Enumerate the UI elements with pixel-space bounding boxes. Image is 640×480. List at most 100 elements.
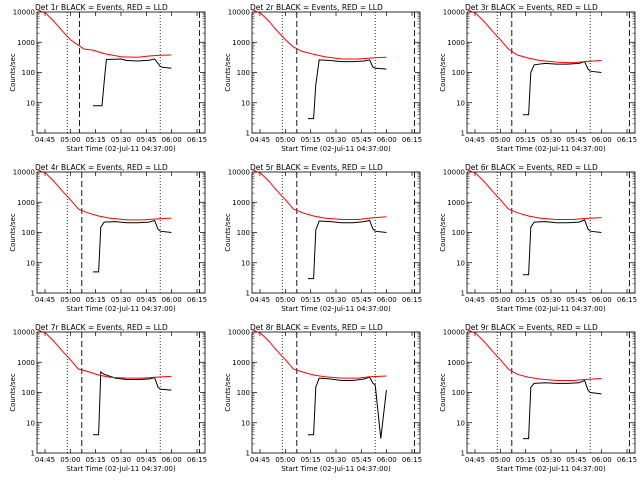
panel-8: Det 8r BLACK = Events, RED = LLD 1 10 100 10… — [224, 323, 422, 473]
x-axis-label: Start Time (02-Jul-11 04:37:00) — [496, 465, 606, 473]
y-tick-label: 100 — [237, 389, 250, 397]
y-axis-label: Counts/sec — [224, 53, 232, 92]
panel-title: Det 9r BLACK = Events, RED = LLD — [465, 323, 598, 332]
y-tick-label: 1 — [461, 290, 465, 298]
y-tick-label: 1 — [31, 130, 35, 138]
x-tick-label: 05:30 — [541, 136, 561, 144]
y-axis-label: Counts/sec — [439, 373, 447, 412]
x-tick-label: 05:00 — [490, 136, 510, 144]
x-tick-label: 05:45 — [136, 296, 156, 304]
y-tick-label: 10 — [241, 419, 250, 427]
y-axis-label: Counts/sec — [9, 213, 17, 252]
y-tick-label: 1 — [246, 130, 250, 138]
x-tick-label: 05:30 — [326, 456, 346, 464]
x-axis-label: Start Time (02-Jul-11 04:37:00) — [496, 145, 606, 153]
y-tick-label: 100 — [452, 69, 465, 77]
x-tick-label: 05:00 — [275, 136, 295, 144]
panel-6: Det 6r BLACK = Events, RED = LLD 1 10 100 10… — [439, 163, 637, 313]
panel-5: Det 5r BLACK = Events, RED = LLD 1 10 100 10… — [224, 163, 422, 313]
y-axis-label: Counts/sec — [439, 213, 447, 252]
x-axis-label: Start Time (02-Jul-11 04:37:00) — [66, 145, 176, 153]
y-tick-label: 10 — [241, 99, 250, 107]
x-axis-label: Start Time (02-Jul-11 04:37:00) — [281, 145, 391, 153]
x-tick-label: 04:45 — [35, 136, 55, 144]
y-tick-label: 1 — [246, 450, 250, 458]
series-line-events — [308, 376, 387, 439]
panel-2: Det 2r BLACK = Events, RED = LLD 1 10 100 10… — [224, 3, 422, 153]
x-tick-label: 05:45 — [351, 296, 371, 304]
x-tick-label: 05:30 — [541, 296, 561, 304]
panel-3: Det 3r BLACK = Events, RED = LLD 1 10 100 10… — [439, 3, 637, 153]
x-tick-label: 06:00 — [162, 136, 182, 144]
x-tick-label: 06:00 — [162, 296, 182, 304]
series-line-events — [93, 370, 172, 436]
x-tick-label: 06:15 — [187, 136, 207, 144]
x-axis-label: Start Time (02-Jul-11 04:37:00) — [66, 465, 176, 473]
x-tick-label: 05:00 — [490, 296, 510, 304]
x-tick-label: 05:30 — [326, 136, 346, 144]
y-axis-label: Counts/sec — [9, 373, 17, 412]
y-tick-label: 100 — [452, 229, 465, 237]
panel-7: Det 7r BLACK = Events, RED = LLD 1 10 100 10… — [9, 323, 207, 473]
x-tick-label: 06:15 — [402, 456, 422, 464]
y-tick-label: 10 — [26, 99, 35, 107]
x-tick-label: 05:45 — [566, 456, 586, 464]
y-tick-label: 10000 — [13, 169, 35, 177]
y-axis-label: Counts/sec — [224, 213, 232, 252]
y-tick-label: 100 — [22, 389, 35, 397]
x-tick-label: 05:15 — [301, 136, 321, 144]
x-tick-label: 04:45 — [250, 136, 270, 144]
y-tick-label: 100 — [237, 229, 250, 237]
panel-title: Det 1r BLACK = Events, RED = LLD — [35, 3, 168, 12]
y-tick-label: 1000 — [232, 359, 250, 367]
series-line-events — [308, 219, 387, 280]
y-tick-label: 100 — [237, 69, 250, 77]
x-axis-label: Start Time (02-Jul-11 04:37:00) — [496, 305, 606, 313]
x-tick-label: 05:15 — [301, 296, 321, 304]
y-tick-label: 10000 — [228, 329, 250, 337]
panel-title: Det 5r BLACK = Events, RED = LLD — [250, 163, 383, 172]
x-tick-label: 05:15 — [516, 296, 536, 304]
x-tick-label: 06:15 — [402, 136, 422, 144]
x-tick-label: 04:45 — [250, 296, 270, 304]
y-tick-label: 10000 — [13, 9, 35, 17]
y-tick-label: 10000 — [228, 169, 250, 177]
x-tick-label: 05:45 — [136, 136, 156, 144]
y-tick-label: 10000 — [228, 9, 250, 17]
x-tick-label: 04:45 — [35, 456, 55, 464]
y-tick-label: 100 — [22, 229, 35, 237]
x-tick-label: 05:00 — [275, 456, 295, 464]
x-tick-label: 06:00 — [592, 296, 612, 304]
y-axis-label: Counts/sec — [9, 53, 17, 92]
x-tick-label: 05:15 — [301, 456, 321, 464]
series-line-lld — [36, 329, 172, 379]
y-tick-label: 10000 — [13, 329, 35, 337]
x-tick-label: 04:45 — [250, 456, 270, 464]
y-axis-label: Counts/sec — [439, 53, 447, 92]
x-tick-label: 05:15 — [86, 296, 106, 304]
x-tick-label: 05:15 — [516, 456, 536, 464]
y-tick-label: 1 — [461, 130, 465, 138]
panel-title: Det 2r BLACK = Events, RED = LLD — [250, 3, 383, 12]
x-tick-label: 05:45 — [351, 136, 371, 144]
x-tick-label: 05:00 — [60, 296, 80, 304]
x-tick-label: 05:45 — [351, 456, 371, 464]
panel-4: Det 4r BLACK = Events, RED = LLD 1 10 100 10… — [9, 163, 207, 313]
y-tick-label: 10 — [456, 419, 465, 427]
panel-title: Det 6r BLACK = Events, RED = LLD — [465, 163, 598, 172]
series-line-lld — [251, 329, 387, 379]
x-tick-label: 05:00 — [275, 296, 295, 304]
panel-title: Det 4r BLACK = Events, RED = LLD — [35, 163, 168, 172]
y-tick-label: 1000 — [447, 359, 465, 367]
y-axis-label: Counts/sec — [224, 373, 232, 412]
series-line-lld — [466, 329, 602, 381]
y-tick-label: 100 — [452, 389, 465, 397]
x-tick-label: 05:30 — [111, 296, 131, 304]
y-tick-label: 1 — [246, 290, 250, 298]
y-tick-label: 1000 — [17, 199, 35, 207]
y-tick-label: 10 — [241, 259, 250, 267]
y-tick-label: 1000 — [17, 39, 35, 47]
y-tick-label: 1000 — [232, 199, 250, 207]
x-tick-label: 06:00 — [377, 456, 397, 464]
